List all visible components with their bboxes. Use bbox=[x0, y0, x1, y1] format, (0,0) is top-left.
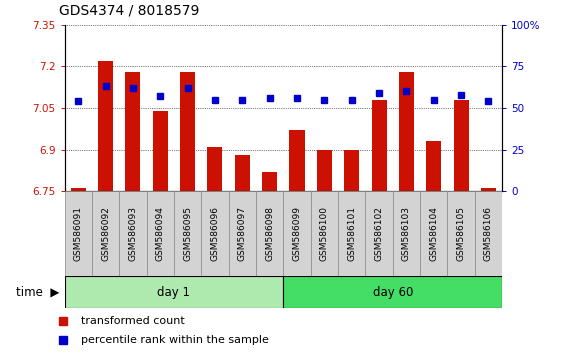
Text: GSM586094: GSM586094 bbox=[156, 206, 165, 261]
Bar bbox=[393, 191, 420, 276]
Text: GSM586100: GSM586100 bbox=[320, 206, 329, 261]
Bar bbox=[146, 191, 174, 276]
Text: GSM586092: GSM586092 bbox=[101, 206, 110, 261]
Bar bbox=[289, 130, 305, 191]
Bar bbox=[371, 100, 387, 191]
Bar bbox=[338, 191, 365, 276]
Text: day 1: day 1 bbox=[158, 286, 190, 298]
Text: GSM586101: GSM586101 bbox=[347, 206, 356, 261]
Text: GSM586105: GSM586105 bbox=[457, 206, 466, 261]
Text: day 60: day 60 bbox=[373, 286, 413, 298]
Text: GSM586102: GSM586102 bbox=[375, 206, 384, 261]
Bar bbox=[448, 191, 475, 276]
Bar bbox=[256, 191, 283, 276]
Bar bbox=[229, 191, 256, 276]
Text: GSM586103: GSM586103 bbox=[402, 206, 411, 261]
Bar bbox=[453, 100, 468, 191]
Text: GSM586095: GSM586095 bbox=[183, 206, 192, 261]
Bar bbox=[344, 150, 359, 191]
Bar bbox=[481, 188, 496, 191]
Bar bbox=[399, 72, 414, 191]
Bar bbox=[420, 191, 448, 276]
Text: GSM586093: GSM586093 bbox=[128, 206, 137, 261]
Text: GSM586096: GSM586096 bbox=[210, 206, 219, 261]
Bar bbox=[98, 61, 113, 191]
Text: percentile rank within the sample: percentile rank within the sample bbox=[81, 335, 269, 345]
Bar bbox=[201, 191, 229, 276]
Bar bbox=[180, 72, 195, 191]
Bar bbox=[92, 191, 119, 276]
Bar bbox=[125, 72, 140, 191]
Bar bbox=[283, 276, 502, 308]
Bar bbox=[426, 141, 442, 191]
Text: GSM586106: GSM586106 bbox=[484, 206, 493, 261]
Bar bbox=[65, 191, 92, 276]
Bar bbox=[365, 191, 393, 276]
Bar bbox=[65, 276, 283, 308]
Bar bbox=[119, 191, 146, 276]
Bar bbox=[311, 191, 338, 276]
Text: GDS4374 / 8018579: GDS4374 / 8018579 bbox=[59, 4, 199, 18]
Text: GSM586097: GSM586097 bbox=[238, 206, 247, 261]
Text: time  ▶: time ▶ bbox=[16, 286, 59, 298]
Bar bbox=[174, 191, 201, 276]
Bar bbox=[283, 191, 311, 276]
Bar bbox=[262, 172, 277, 191]
Bar bbox=[153, 111, 168, 191]
Bar bbox=[317, 150, 332, 191]
Bar bbox=[208, 147, 223, 191]
Bar bbox=[71, 188, 86, 191]
Text: GSM586098: GSM586098 bbox=[265, 206, 274, 261]
Bar bbox=[475, 191, 502, 276]
Text: GSM586091: GSM586091 bbox=[73, 206, 82, 261]
Bar bbox=[234, 155, 250, 191]
Text: transformed count: transformed count bbox=[81, 316, 185, 326]
Text: GSM586099: GSM586099 bbox=[292, 206, 301, 261]
Text: GSM586104: GSM586104 bbox=[429, 206, 438, 261]
